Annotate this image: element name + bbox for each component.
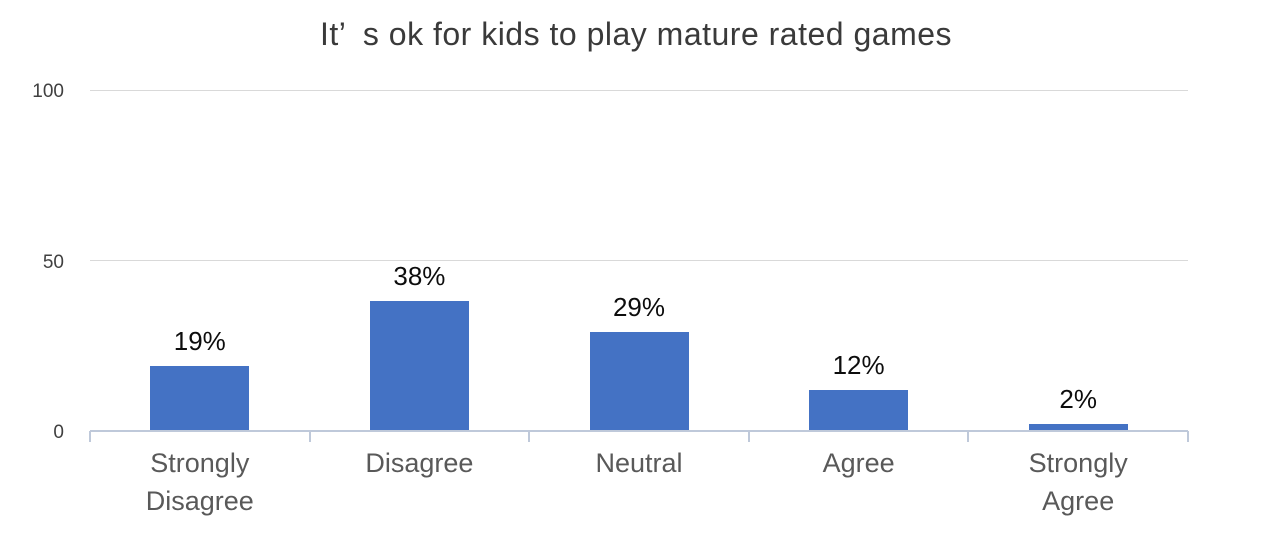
grid-line (90, 260, 1188, 261)
x-axis-tick (1187, 431, 1189, 442)
bar-value-label: 2% (1059, 384, 1097, 415)
y-axis-tick-label: 100 (32, 81, 64, 102)
bar (1028, 424, 1128, 431)
bar-value-label: 19% (173, 326, 226, 357)
bar-value-label: 29% (612, 292, 666, 323)
x-axis-tick (89, 431, 91, 442)
bar (589, 332, 689, 431)
bar (150, 366, 250, 431)
bar (369, 301, 469, 431)
chart-title: It’ s ok for kids to play mature rated g… (319, 16, 953, 52)
x-axis-category-label: Strongly Agree (1028, 448, 1128, 516)
x-axis-category-label: Strongly Disagree (145, 448, 254, 516)
x-axis-category-label: Disagree (365, 448, 474, 478)
x-axis-tick (528, 431, 531, 442)
y-axis-tick-label: 0 (53, 422, 64, 443)
x-axis-category-label: Agree (822, 448, 895, 478)
bar-value-label: 38% (393, 261, 446, 292)
x-axis-category-label: Neutral (595, 448, 683, 478)
y-axis-tick-label: 50 (42, 251, 64, 273)
x-axis-tick (747, 431, 750, 442)
x-axis-line (90, 430, 1188, 432)
grid-line (90, 89, 1188, 91)
bar (809, 390, 909, 431)
bar-value-label: 12% (832, 350, 885, 381)
x-axis-tick (308, 431, 311, 442)
x-axis-tick (967, 431, 970, 442)
